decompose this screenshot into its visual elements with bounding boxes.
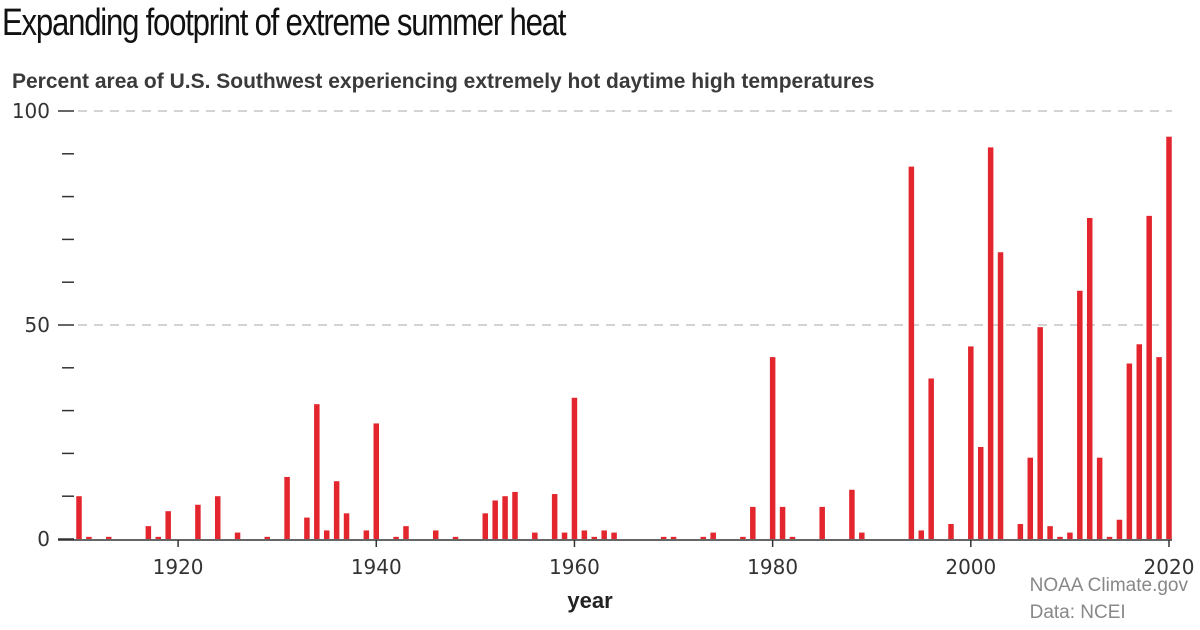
axes: 0 50 100 1920 1940 1960 1980 2000 2020 [12,99,1195,579]
bar-1996 [928,378,934,539]
bar-1974 [710,532,716,539]
bar-2014 [1106,536,1113,539]
bar-1940 [373,423,380,539]
bar-1943 [403,526,409,539]
bar-2012 [1086,218,1093,539]
bar-1926 [234,532,241,539]
bar-2009 [1057,536,1063,539]
bar-1952 [492,500,498,539]
bar-1934 [314,404,320,539]
bar-2018 [1146,215,1152,540]
bar-1994 [908,166,915,539]
bar-1988 [849,489,855,539]
bar-2007 [1037,327,1043,539]
bar-1980 [769,357,776,539]
bar-2019 [1156,357,1162,539]
x-tick-label-1960: 1960 [549,555,600,579]
bar-1911 [86,536,92,539]
bar-1951 [482,513,489,539]
x-tick-label-1940: 1940 [351,555,402,579]
bar-1958 [551,494,558,539]
bar-2008 [1047,526,1053,539]
x-tick-label-2020: 2020 [1144,555,1195,579]
bar-1918 [155,536,162,539]
bar-1937 [343,513,350,539]
bar-1978 [750,506,756,539]
bar-1969 [660,536,667,539]
bar-1963 [601,530,607,539]
y-tick-label-0: 0 [37,527,50,551]
bar-1936 [333,481,340,539]
bar-2013 [1096,457,1103,539]
y-tick-label-100: 100 [12,99,50,123]
bar-2003 [997,252,1004,540]
bar-1985 [819,506,825,539]
bar-1995 [918,530,925,539]
bar-1913 [105,536,112,539]
bar-1962 [591,536,598,539]
bar-1982 [789,536,796,539]
bar-1960 [571,397,578,539]
bar-2016 [1126,363,1133,539]
bar-2011 [1077,290,1083,539]
chart-subtitle: Percent area of U.S. Southwest experienc… [12,70,875,93]
credit-block: NOAA Climate.gov Data: NCEI [1030,572,1188,626]
bar-1922 [195,504,201,539]
bar-2001 [977,446,984,539]
bar-1998 [948,524,954,539]
bar-1939 [363,530,370,539]
credit-source: NOAA Climate.gov [1029,575,1188,596]
bar-1948 [452,536,459,539]
bar-1933 [304,517,310,539]
bar-2002 [987,147,994,539]
bar-2017 [1136,344,1143,539]
bars [76,136,1172,540]
bar-1917 [145,526,152,539]
x-axis-label: year [567,588,613,613]
bar-1924 [214,496,221,539]
bar-1970 [670,536,677,539]
bar-1946 [432,530,439,539]
x-tick-label-2000: 2000 [945,555,996,579]
bar-1954 [512,491,518,539]
bar-1919 [165,511,171,539]
bar-1931 [284,476,290,539]
bar-1953 [502,496,508,539]
bar-1942 [393,536,399,539]
bar-1959 [561,532,568,539]
bar-2000 [968,346,974,539]
bar-2010 [1067,532,1073,539]
bar-1989 [859,532,865,539]
bar-1964 [611,532,617,539]
bar-1973 [700,536,707,539]
x-tick-label-1920: 1920 [153,555,204,579]
grid-lines [78,110,1172,326]
bar-1935 [323,530,330,539]
bar-1956 [532,532,538,539]
x-tick-label-1980: 1980 [747,555,798,579]
bar-1929 [264,536,271,539]
bar-2006 [1027,457,1034,539]
bar-2015 [1116,519,1123,539]
bar-2020 [1166,136,1172,539]
bar-2005 [1017,524,1024,539]
bar-1977 [740,536,746,539]
credit-data: Data: NCEI [1029,602,1126,623]
chart-title: Expanding footprint of extreme summer he… [2,2,566,44]
bar-1910 [76,496,82,539]
bar-1981 [779,506,786,539]
bar-1961 [581,530,588,539]
y-tick-label-50: 50 [25,313,50,337]
